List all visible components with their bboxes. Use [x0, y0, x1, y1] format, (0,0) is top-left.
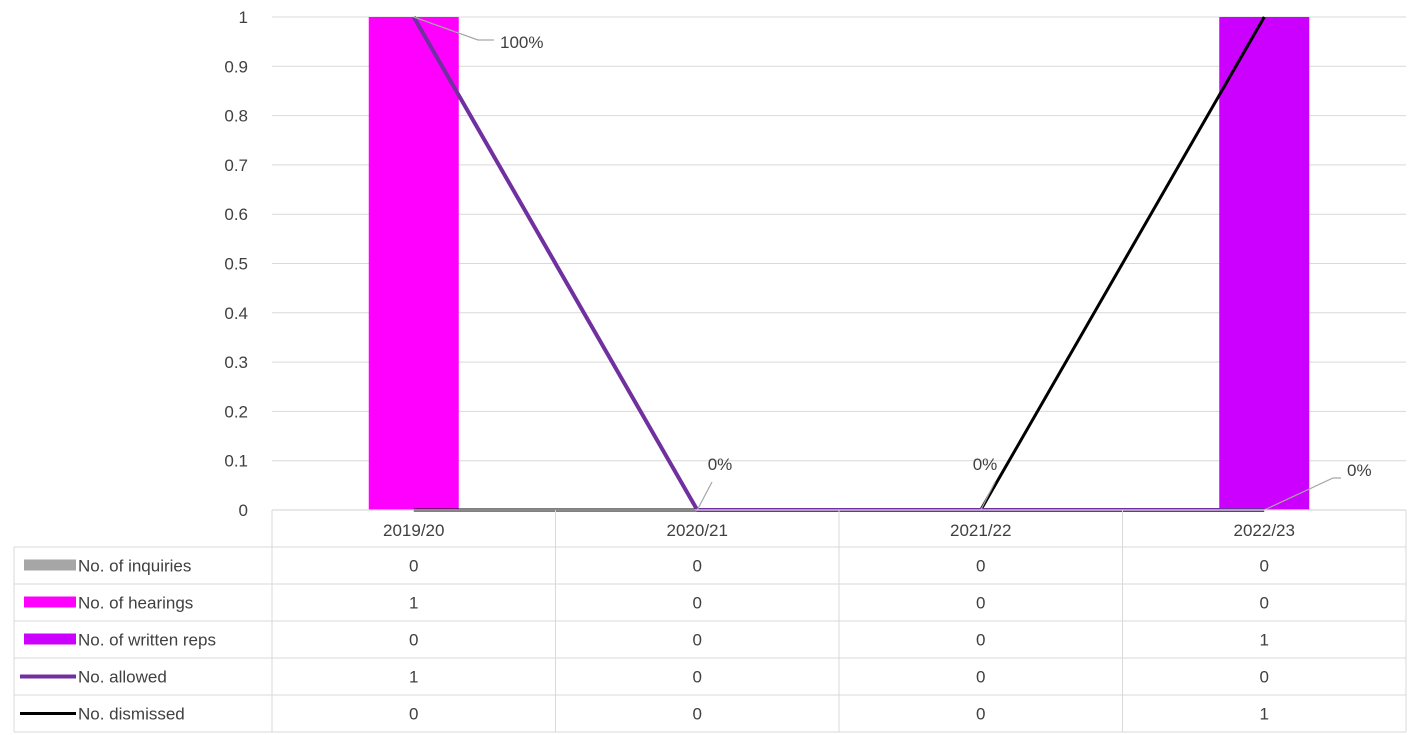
- leader-line: [1263, 477, 1341, 511]
- leader-line: [696, 481, 713, 511]
- bar: [368, 17, 459, 510]
- table-cell: 0: [409, 705, 418, 724]
- bar: [1219, 17, 1310, 510]
- series-name: No. dismissed: [78, 705, 185, 724]
- table-cell: 0: [976, 557, 985, 576]
- table-cell: 0: [693, 705, 702, 724]
- table-cell: 1: [1260, 631, 1269, 650]
- y-tick-label: 0.6: [224, 205, 248, 224]
- legend-key: [24, 596, 76, 608]
- data-label: 0%: [708, 455, 733, 474]
- table-cell: 0: [1260, 594, 1269, 613]
- data-label: 0%: [973, 455, 998, 474]
- series-name: No. of hearings: [78, 594, 193, 613]
- y-tick-label: 1: [239, 8, 248, 27]
- y-tick-label: 0.7: [224, 156, 248, 175]
- table-cell: 1: [1260, 705, 1269, 724]
- y-tick-label: 0.8: [224, 107, 248, 126]
- leader-line: [980, 481, 996, 511]
- table-cell: 0: [693, 557, 702, 576]
- table-cell: 0: [1260, 668, 1269, 687]
- table-cell: 0: [976, 668, 985, 687]
- table-cell: 0: [976, 631, 985, 650]
- data-label: 0%: [1347, 461, 1372, 480]
- category-label: 2019/20: [383, 521, 444, 540]
- category-label: 2021/22: [950, 521, 1011, 540]
- table-cell: 0: [1260, 557, 1269, 576]
- legend-key: [24, 559, 76, 571]
- y-tick-label: 0: [239, 501, 248, 520]
- table-cell: 0: [409, 631, 418, 650]
- table-cell: 0: [976, 705, 985, 724]
- category-label: 2020/21: [667, 521, 728, 540]
- y-tick-label: 0.5: [224, 255, 248, 274]
- table-cell: 0: [693, 594, 702, 613]
- table-cell: 1: [409, 594, 418, 613]
- table-cell: 1: [409, 668, 418, 687]
- leader-line: [413, 16, 494, 41]
- series-name: No. of inquiries: [78, 557, 191, 576]
- series-name: No. of written reps: [78, 631, 216, 650]
- y-tick-label: 0.4: [224, 304, 248, 323]
- y-tick-label: 0.2: [224, 402, 248, 421]
- category-label: 2022/23: [1234, 521, 1295, 540]
- table-cell: 0: [693, 668, 702, 687]
- legend-key: [24, 633, 76, 645]
- y-tick-label: 0.9: [224, 57, 248, 76]
- series-name: No. allowed: [78, 668, 167, 687]
- y-tick-label: 0.1: [224, 452, 248, 471]
- data-label: 100%: [500, 33, 543, 52]
- table-cell: 0: [693, 631, 702, 650]
- table-cell: 0: [409, 557, 418, 576]
- table-cell: 0: [976, 594, 985, 613]
- y-tick-label: 0.3: [224, 353, 248, 372]
